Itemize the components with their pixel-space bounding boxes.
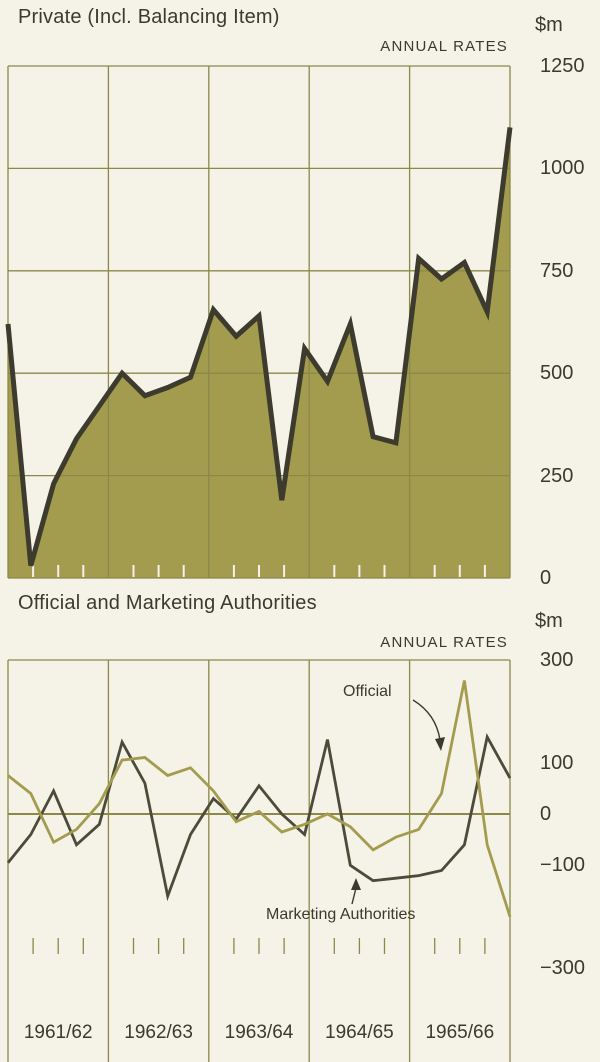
y-axis-label-bottom: −100 [540,854,586,877]
x-axis-year-label: 1965/66 [425,1022,495,1043]
y-axis-label-top: 750 [540,259,574,282]
annual-rates-label-top: ANNUAL RATES [380,38,508,55]
y-axis-label-top: 250 [540,464,574,487]
y-axis-label-top: 0 [540,567,552,589]
y-axis-label-bottom: −300 [540,957,586,979]
official-chart-title: Official and Marketing Authorities [18,592,317,614]
annual-rates-label-bottom: ANNUAL RATES [380,634,508,651]
marketing-arrowhead [351,878,361,890]
official-line [7,680,512,918]
marketing-authorities-series-label: Marketing Authorities [266,906,416,923]
official-arrow [412,699,441,741]
x-axis-year-label: 1963/64 [224,1022,294,1043]
y-axis-label-top: 1000 [540,157,585,180]
unit-label-top: $m [535,14,563,36]
official-arrowhead [435,737,445,751]
y-axis-label-top: 1250 [540,55,585,77]
y-axis-label-bottom: 100 [540,751,574,774]
marketing-arrow [351,887,357,905]
private-area-fill [8,127,510,579]
private-line [5,127,513,567]
x-axis-year-label: 1962/63 [124,1022,193,1043]
y-axis-label-top: 500 [540,362,574,385]
official-series-label: Official [343,683,392,700]
x-axis-year-label: 1964/65 [325,1022,394,1043]
private-chart-title: Private (Incl. Balancing Item) [18,6,280,28]
y-axis-label-bottom: 300 [540,649,574,671]
y-axis-label-bottom: 0 [540,803,552,825]
x-axis-year-label: 1961/62 [23,1022,93,1043]
unit-label-bottom: $m [535,610,563,632]
marketing-authorities-line [6,733,512,902]
